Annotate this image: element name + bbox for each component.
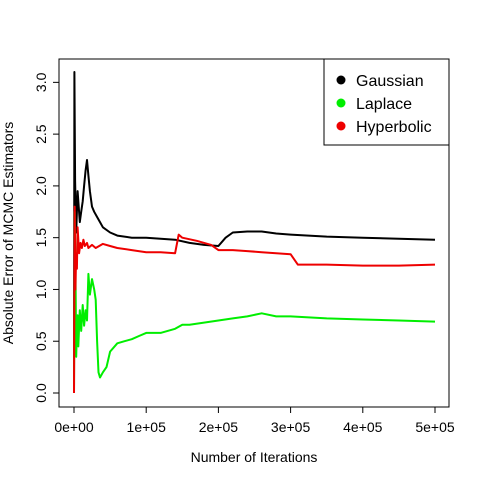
y-tick-label: 2.0 [33,176,49,196]
x-tick-label: 5e+05 [415,419,455,435]
y-tick-label: 0.0 [33,383,49,403]
y-tick-label: 1.5 [33,228,49,248]
x-tick-label: 1e+05 [127,419,167,435]
legend-marker-gaussian [337,76,346,85]
x-tick-label: 4e+05 [343,419,383,435]
y-tick-label: 3.0 [33,72,49,92]
legend-label-laplace: Laplace [356,96,412,113]
legend-marker-laplace [337,99,346,108]
series-line-hyperbolic [74,207,435,393]
y-tick-label: 2.5 [33,124,49,144]
legend-marker-hyperbolic [337,122,346,131]
x-tick-label: 0e+00 [54,419,94,435]
legend-label-hyperbolic: Hyperbolic [356,119,432,136]
x-tick-label: 2e+05 [199,419,239,435]
x-axis-title: Number of Iterations [191,449,318,465]
legend-label-gaussian: Gaussian [356,73,424,90]
x-tick-label: 3e+05 [271,419,311,435]
y-axis-title: Absolute Error of MCMC Estimators [0,122,16,345]
y-tick-label: 0.5 [33,331,49,351]
legend: Gaussian Laplace Hyperbolic [324,59,449,145]
y-axis: 0.0 0.5 1.0 1.5 2.0 2.5 3.0 [33,72,59,402]
y-tick-label: 1.0 [33,280,49,300]
x-axis: 0e+00 1e+05 2e+05 3e+05 4e+05 5e+05 [54,407,455,435]
